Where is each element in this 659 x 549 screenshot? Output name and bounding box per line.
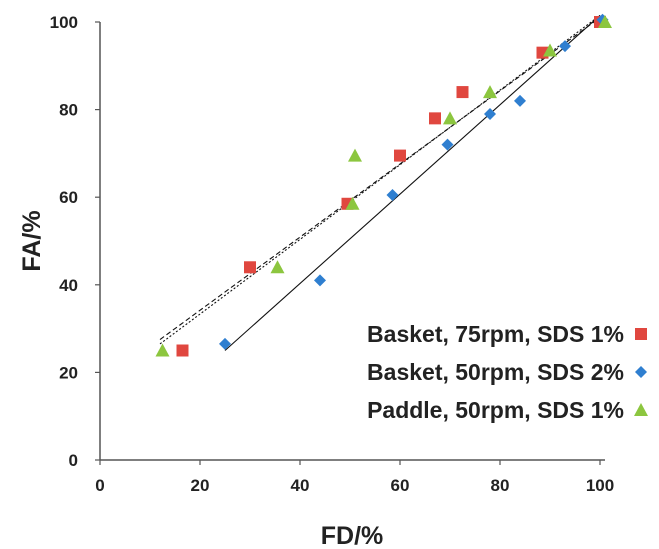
data-point-series-1: [394, 149, 406, 162]
data-point-series-3: [270, 260, 285, 274]
x-tick-labels: 0 20 40 60 80 100: [95, 460, 614, 495]
data-point-series-3: [345, 196, 360, 210]
x-axis-title: FD/%: [321, 522, 384, 549]
data-point-series-3: [348, 148, 362, 162]
data-point-series-2: [219, 337, 231, 350]
y-tick-labels: 0 20 40 60 80 100: [50, 13, 100, 470]
data-point-series-3: [155, 343, 170, 357]
data-point-series-2: [484, 107, 496, 120]
trendline-series-3: [159, 14, 601, 345]
x-tick-label: 0: [95, 476, 104, 495]
data-points: [155, 13, 612, 357]
y-tick-label: 60: [59, 188, 78, 207]
y-tick-label: 80: [59, 101, 78, 120]
data-point-series-1: [456, 86, 469, 99]
trendlines: [159, 14, 601, 351]
y-tick-label: 20: [59, 363, 78, 382]
y-tick-label: 100: [50, 13, 78, 32]
data-point-series-3: [443, 111, 457, 125]
data-point-series-2: [514, 94, 526, 107]
legend-marker: [634, 403, 648, 416]
y-tick-label: 0: [69, 451, 78, 470]
legend-marker: [635, 328, 647, 340]
data-point-series-2: [559, 40, 571, 53]
data-point-series-1: [176, 344, 189, 357]
data-point-series-2: [386, 189, 399, 202]
legend-label: Basket, 75rpm, SDS 1%: [367, 321, 624, 347]
x-tick-label: 20: [191, 476, 210, 495]
legend: Basket, 75rpm, SDS 1% Basket, 50rpm, SDS …: [367, 321, 648, 423]
x-tick-label: 40: [291, 476, 310, 495]
x-tick-label: 80: [491, 476, 510, 495]
legend-label: Paddle, 50rpm, SDS 1%: [367, 397, 624, 423]
data-point-series-1: [429, 112, 441, 125]
data-point-series-3: [598, 15, 612, 28]
trendline-series-1: [159, 17, 601, 340]
y-axis-title: FA/%: [18, 210, 46, 271]
data-point-series-2: [441, 138, 454, 151]
legend-marker: [635, 366, 647, 378]
data-point-series-3: [483, 85, 497, 99]
data-point-series-2: [314, 274, 326, 287]
x-tick-label: 60: [391, 476, 410, 495]
data-point-series-3: [543, 43, 557, 57]
y-tick-label: 40: [59, 276, 78, 295]
axes: [99, 22, 605, 461]
data-point-series-1: [244, 261, 256, 274]
trendline-series-2: [224, 15, 601, 351]
legend-label: Basket, 50rpm, SDS 2%: [367, 359, 624, 385]
x-tick-label: 100: [586, 476, 614, 495]
